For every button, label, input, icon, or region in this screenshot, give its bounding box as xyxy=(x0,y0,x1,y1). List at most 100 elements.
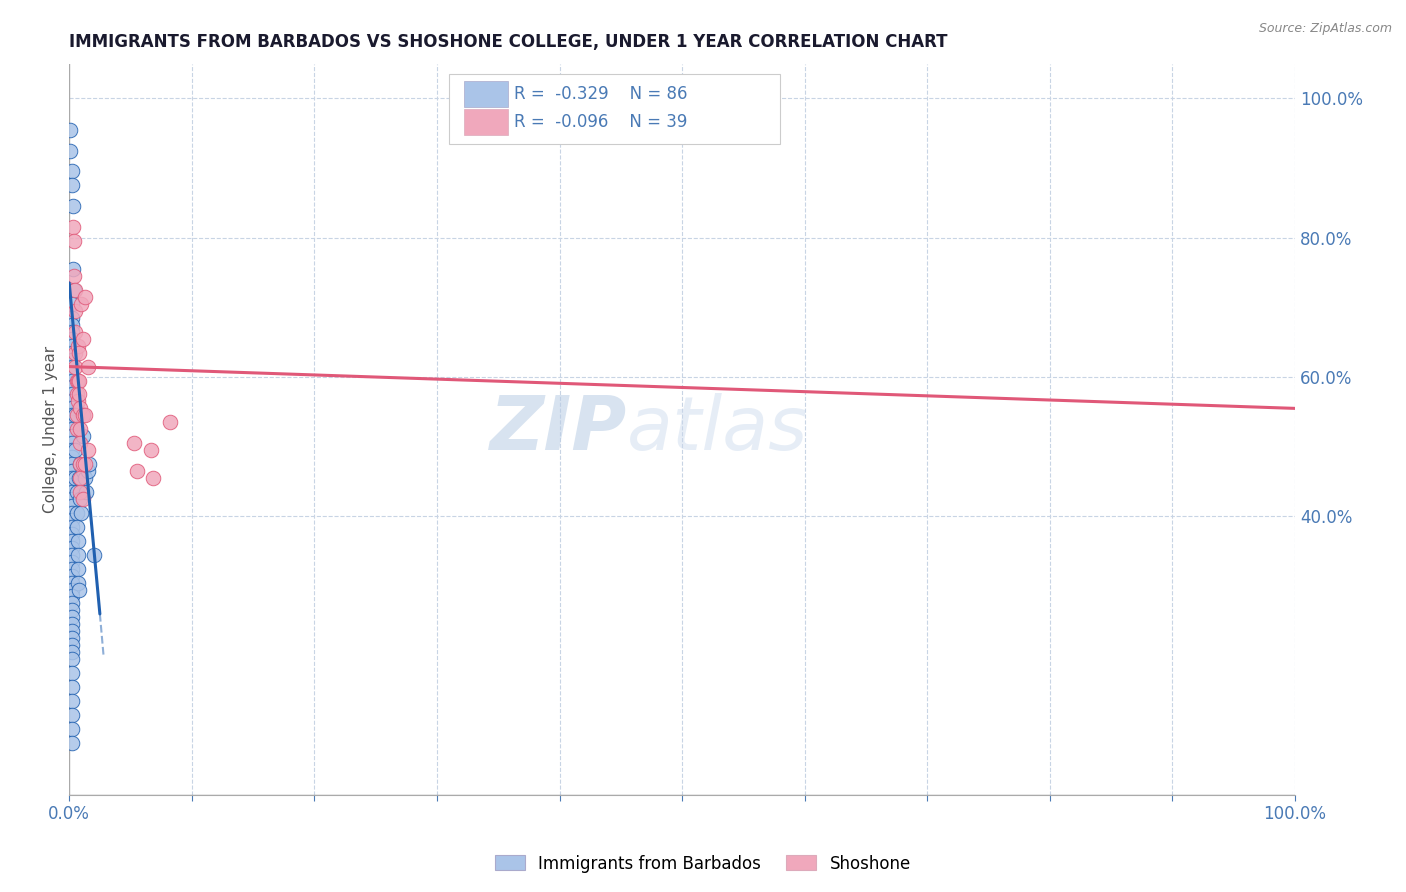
Point xyxy=(70,506,93,520)
Point xyxy=(69,457,91,471)
Point xyxy=(60,617,83,632)
Text: IMMIGRANTS FROM BARBADOS VS SHOSHONE COLLEGE, UNDER 1 YEAR CORRELATION CHART: IMMIGRANTS FROM BARBADOS VS SHOSHONE COL… xyxy=(69,33,948,51)
Point xyxy=(76,359,98,374)
Point xyxy=(60,652,83,666)
Point xyxy=(60,582,83,597)
Point xyxy=(60,541,83,555)
Point xyxy=(83,548,105,562)
Point xyxy=(67,471,90,485)
Point xyxy=(63,234,86,248)
Point xyxy=(60,568,83,582)
Point xyxy=(69,401,91,416)
Point xyxy=(66,533,89,548)
Point xyxy=(66,394,89,409)
Point xyxy=(65,443,87,458)
Point xyxy=(60,380,83,394)
Point xyxy=(60,575,83,590)
Point xyxy=(65,422,87,436)
Point xyxy=(60,345,83,359)
FancyBboxPatch shape xyxy=(464,109,508,136)
Point xyxy=(72,409,94,423)
Point xyxy=(75,290,97,304)
Point xyxy=(60,520,83,534)
Point xyxy=(60,318,83,332)
Y-axis label: College, Under 1 year: College, Under 1 year xyxy=(44,346,58,513)
Point xyxy=(65,303,87,318)
Point xyxy=(60,736,83,750)
Point xyxy=(72,491,94,506)
Point xyxy=(60,325,83,339)
Point xyxy=(75,471,97,485)
Point xyxy=(60,533,83,548)
Point xyxy=(60,491,83,506)
Point xyxy=(69,491,91,506)
Point xyxy=(75,457,97,471)
Point xyxy=(62,220,84,235)
Point xyxy=(60,450,83,465)
Point xyxy=(60,526,83,541)
Point xyxy=(60,339,83,353)
Point xyxy=(60,561,83,575)
Point xyxy=(60,443,83,458)
Text: ZIP: ZIP xyxy=(489,392,627,466)
Point xyxy=(65,409,87,423)
Point xyxy=(67,374,90,388)
Point xyxy=(72,429,94,443)
Point xyxy=(65,359,87,374)
Point xyxy=(65,520,87,534)
Point xyxy=(60,367,83,381)
Point xyxy=(69,436,91,450)
Point xyxy=(65,409,87,423)
Point xyxy=(60,708,83,723)
Point xyxy=(60,624,83,639)
Point xyxy=(60,332,83,346)
Point xyxy=(66,548,89,562)
Point xyxy=(72,464,94,478)
Point xyxy=(60,359,83,374)
Point xyxy=(60,374,83,388)
Point xyxy=(60,645,83,659)
Point xyxy=(60,590,83,604)
Point xyxy=(72,332,94,346)
Point xyxy=(65,485,87,500)
Point xyxy=(60,638,83,652)
Point xyxy=(60,478,83,492)
Point xyxy=(76,464,98,478)
Point xyxy=(60,513,83,527)
Point xyxy=(60,603,83,617)
Point xyxy=(67,582,90,597)
Point xyxy=(69,422,91,436)
Point xyxy=(141,443,163,458)
Point xyxy=(69,471,91,485)
Point xyxy=(122,436,145,450)
Point xyxy=(60,457,83,471)
Point xyxy=(69,457,91,471)
Point xyxy=(60,666,83,681)
Point xyxy=(142,471,165,485)
Point xyxy=(60,694,83,708)
Point xyxy=(65,506,87,520)
Point xyxy=(159,415,181,429)
Point xyxy=(125,464,148,478)
Legend: Immigrants from Barbados, Shoshone: Immigrants from Barbados, Shoshone xyxy=(488,848,918,880)
Point xyxy=(60,429,83,443)
Point xyxy=(67,345,90,359)
Point xyxy=(60,471,83,485)
Point xyxy=(60,401,83,416)
Point xyxy=(60,415,83,429)
Point xyxy=(66,374,89,388)
FancyBboxPatch shape xyxy=(464,81,508,107)
Point xyxy=(72,457,94,471)
Point xyxy=(75,409,97,423)
Point xyxy=(60,555,83,569)
Point xyxy=(60,464,83,478)
Text: Source: ZipAtlas.com: Source: ZipAtlas.com xyxy=(1258,22,1392,36)
Point xyxy=(66,575,89,590)
Point xyxy=(60,506,83,520)
Point xyxy=(63,268,86,283)
Point xyxy=(59,122,82,136)
Point xyxy=(65,374,87,388)
Point xyxy=(60,680,83,694)
Point xyxy=(70,297,93,311)
Point xyxy=(60,499,83,513)
